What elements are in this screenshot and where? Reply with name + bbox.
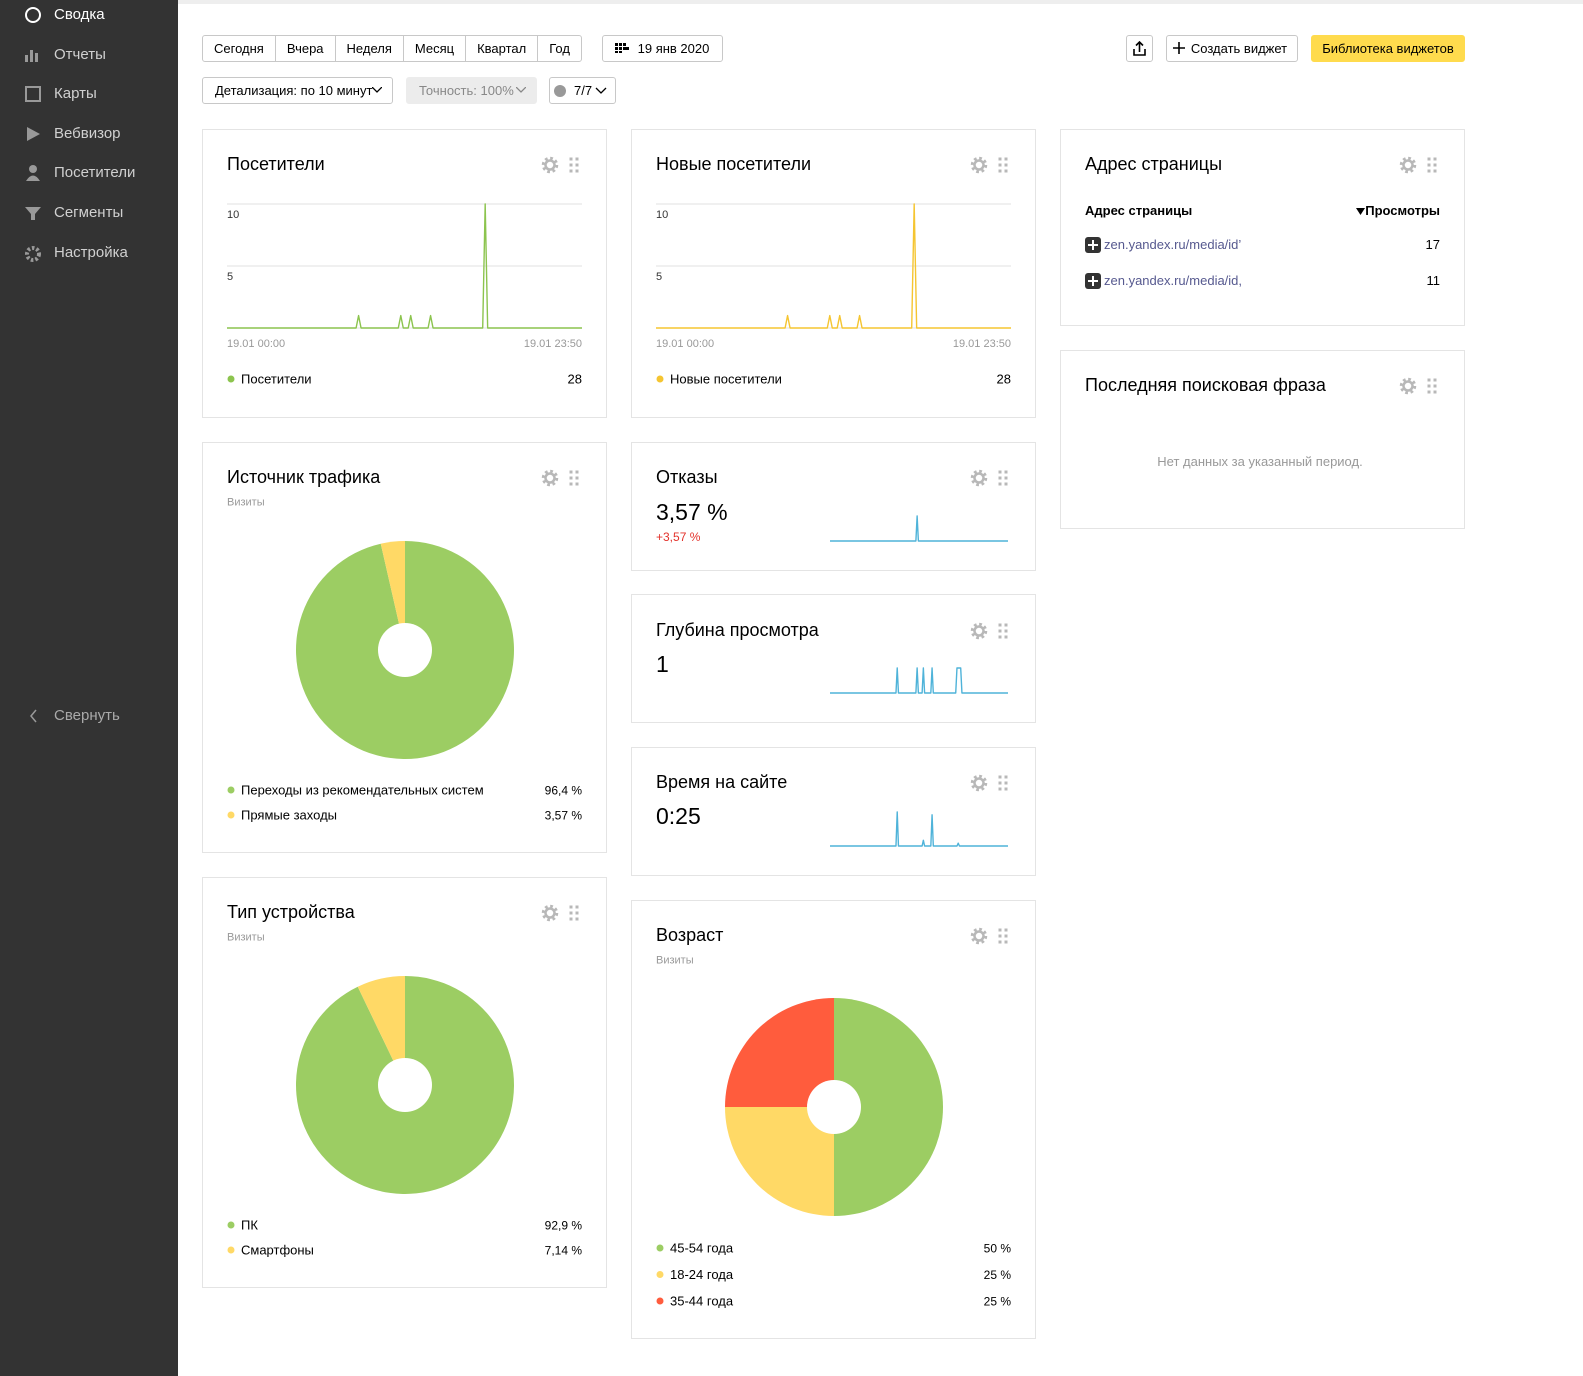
widget-title: Глубина просмотра (656, 620, 819, 641)
icon (26, 165, 40, 181)
metric-change: +3,57 % (656, 529, 701, 544)
period-group: Сегодня Вчера Неделя Месяц Квартал Год (202, 35, 582, 62)
widget-title: Возраст (656, 925, 724, 946)
metric-value: 1 (656, 651, 669, 678)
nav-item[interactable]: Отчеты (54, 46, 106, 63)
period-button[interactable]: Месяц (402, 36, 465, 61)
accuracy-select[interactable]: Точность: 100% (406, 77, 537, 104)
nav-item[interactable]: Карты (54, 85, 97, 102)
widget (631, 442, 1036, 571)
date: 19 янв 2020 (637, 41, 710, 56)
widget-title: Адрес страницы (1085, 154, 1223, 175)
segments: 7/7 (574, 83, 593, 98)
nav-item[interactable]: Вебвизор (54, 125, 121, 142)
icon (25, 86, 41, 102)
widget (631, 129, 1036, 418)
widget-subtitle: Визиты (656, 954, 694, 967)
nav-item[interactable]: Сегменты (54, 204, 124, 221)
widget (1060, 350, 1465, 529)
detail-select[interactable]: Детализация: по 10 минут (202, 77, 393, 104)
period-button[interactable]: Сегодня (214, 41, 264, 56)
plus-icon (1173, 42, 1185, 54)
period-button[interactable]: Квартал (465, 36, 537, 61)
sidebar: Сводка Отчеты Карты Вебвизор Посетители … (0, 0, 178, 1376)
chevron (372, 87, 382, 93)
widget-title: Последняя поисковая фраза (1085, 375, 1326, 396)
detail: Детализация: по 10 минут (215, 83, 373, 98)
widget-title: Тип устройства (227, 902, 355, 923)
icon (25, 50, 38, 62)
icon (25, 246, 41, 262)
top-strip (178, 0, 1583, 4)
widget-title: Отказы (656, 467, 718, 488)
sort-icon (1356, 208, 1365, 215)
nav-item[interactable]: Настройка (54, 244, 128, 261)
create-widget-label: Создать виджет (1190, 41, 1288, 56)
period-button[interactable]: Год (537, 36, 581, 61)
column-header[interactable]: Просмотры (1365, 203, 1440, 219)
widget-title: Новые посетители (656, 154, 812, 175)
widget-subtitle: Визиты (227, 931, 265, 944)
share-button[interactable] (1126, 35, 1153, 62)
icon (27, 127, 40, 141)
empty-message: Нет данных за указанный период. (1157, 454, 1363, 470)
accuracy: Точность: 100% (419, 83, 514, 98)
metric-value: 3,57 % (656, 499, 728, 526)
cell-value: 11 (1426, 273, 1441, 289)
icon (30, 709, 37, 723)
cell-value: 17 (1425, 237, 1440, 253)
icon (25, 207, 41, 220)
create-widget[interactable]: Создать виджет (1166, 35, 1298, 62)
widget (202, 877, 607, 1288)
widget (631, 747, 1036, 876)
site-icon (1085, 237, 1101, 253)
widget-title: Посетители (227, 154, 325, 175)
widget-title: Время на сайте (656, 772, 788, 793)
collapse[interactable]: Свернуть (54, 707, 120, 724)
chevron (516, 87, 526, 93)
page-link[interactable]: zen.yandex.ru/media/id’ (1104, 237, 1242, 253)
widget-library[interactable]: Библиотека виджетов (1311, 35, 1465, 62)
site-icon (1085, 273, 1101, 289)
widget (631, 900, 1036, 1339)
icon (25, 7, 41, 23)
widget (202, 442, 607, 853)
page-link[interactable]: zen.yandex.ru/media/id, (1104, 273, 1243, 289)
metric-value: 0:25 (656, 803, 701, 830)
column-header: Адрес страницы (1085, 203, 1193, 219)
widget (202, 129, 607, 418)
period-button[interactable]: Вчера (274, 36, 335, 61)
widget-subtitle: Визиты (227, 496, 265, 509)
sidebar-icons (25, 7, 41, 723)
share-icon (1133, 40, 1146, 56)
period-button[interactable]: Неделя (334, 36, 403, 61)
calendar-icon (615, 43, 629, 53)
nav-item[interactable]: Посетители (54, 164, 136, 181)
nav-item[interactable]: Сводка (54, 6, 105, 23)
widget-title: Источник трафика (227, 467, 381, 488)
date-button[interactable]: 19 янв 2020 (602, 35, 723, 62)
segments-icons (554, 85, 607, 97)
widget (631, 594, 1036, 723)
widget (1060, 129, 1465, 326)
